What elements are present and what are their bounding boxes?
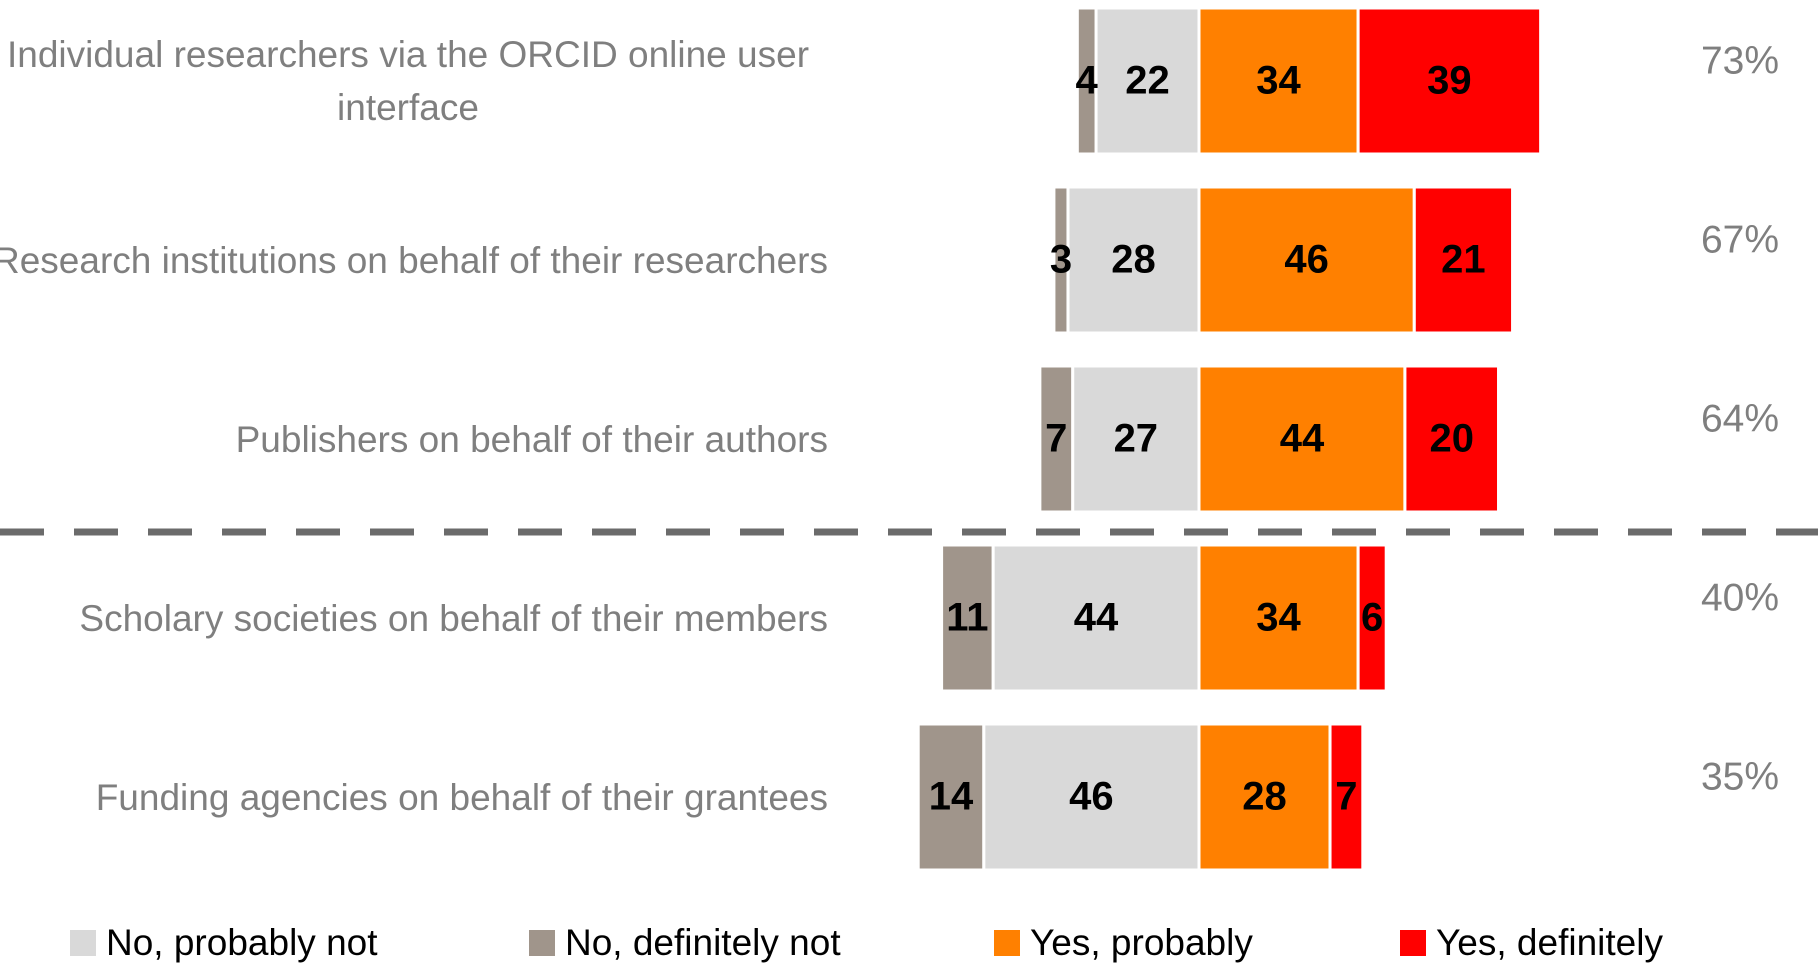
total-label: 64%: [1701, 397, 1779, 440]
legend-label: No, probably not: [106, 922, 378, 963]
segment-label: 28: [1242, 775, 1287, 819]
segment-label: 21: [1441, 238, 1486, 282]
legend-label: No, definitely not: [565, 922, 841, 963]
bar-segment: [1197, 185, 1416, 335]
segment-label: 46: [1284, 238, 1329, 282]
bar-segment: [1356, 6, 1543, 156]
segment-label: 34: [1256, 596, 1301, 640]
category-label: Scholary societies on behalf of their me…: [79, 597, 828, 639]
bar-segment: [1328, 722, 1365, 872]
segment-label: 44: [1280, 417, 1325, 461]
bar-segment: [1412, 185, 1515, 335]
segment-label: 3: [1050, 238, 1072, 282]
segment-label: 22: [1125, 59, 1170, 103]
segment-label: 27: [1114, 417, 1159, 461]
total-label: 67%: [1701, 218, 1779, 261]
segment-label: 7: [1335, 775, 1357, 819]
segment-label: 7: [1045, 417, 1067, 461]
legend-swatch: [994, 930, 1020, 956]
bar-segment: [1403, 364, 1501, 514]
bar-segment: [940, 543, 995, 693]
bar-segment: [916, 722, 986, 872]
bar-segment: [1075, 6, 1098, 156]
segment-label: 6: [1361, 596, 1383, 640]
bar-segment: [1066, 185, 1201, 335]
category-label-box: Individual researchers via the ORCID onl…: [0, 8, 828, 154]
segment-label: 28: [1111, 238, 1156, 282]
category-label: Individual researchers via the ORCID onl…: [6, 34, 810, 128]
bar-segment: [1197, 364, 1407, 514]
legend-swatch: [529, 930, 555, 956]
category-label: Research institutions on behalf of their…: [0, 239, 828, 281]
category-label-box: Publishers on behalf of their authors: [0, 366, 828, 512]
segment-label: 46: [1069, 775, 1114, 819]
total-label: 73%: [1701, 39, 1779, 82]
legend-swatch: [1400, 930, 1426, 956]
bar-segment: [982, 722, 1201, 872]
bar-segment: [1038, 364, 1075, 514]
legend-label: Yes, probably: [1030, 922, 1253, 963]
category-label: Funding agencies on behalf of their gran…: [95, 776, 828, 818]
total-label: 40%: [1701, 576, 1779, 619]
segment-label: 39: [1427, 59, 1472, 103]
category-label: Publishers on behalf of their authors: [235, 418, 828, 460]
total-label: 35%: [1701, 755, 1779, 798]
segment-label: 11: [946, 596, 988, 640]
segment-label: 14: [929, 775, 974, 819]
segment-label: 34: [1256, 59, 1301, 103]
segment-label: 20: [1429, 417, 1474, 461]
segment-label: 4: [1076, 59, 1099, 103]
legend-label: Yes, definitely: [1436, 922, 1663, 963]
category-label-box: Research institutions on behalf of their…: [0, 187, 828, 333]
bar-segment: [1356, 543, 1388, 693]
category-label-box: Funding agencies on behalf of their gran…: [0, 724, 828, 870]
bar-segment: [1052, 185, 1070, 335]
category-label-box: Scholary societies on behalf of their me…: [0, 545, 828, 691]
legend-swatch: [70, 930, 96, 956]
segment-label: 44: [1074, 596, 1119, 640]
bar-segment: [1071, 364, 1201, 514]
